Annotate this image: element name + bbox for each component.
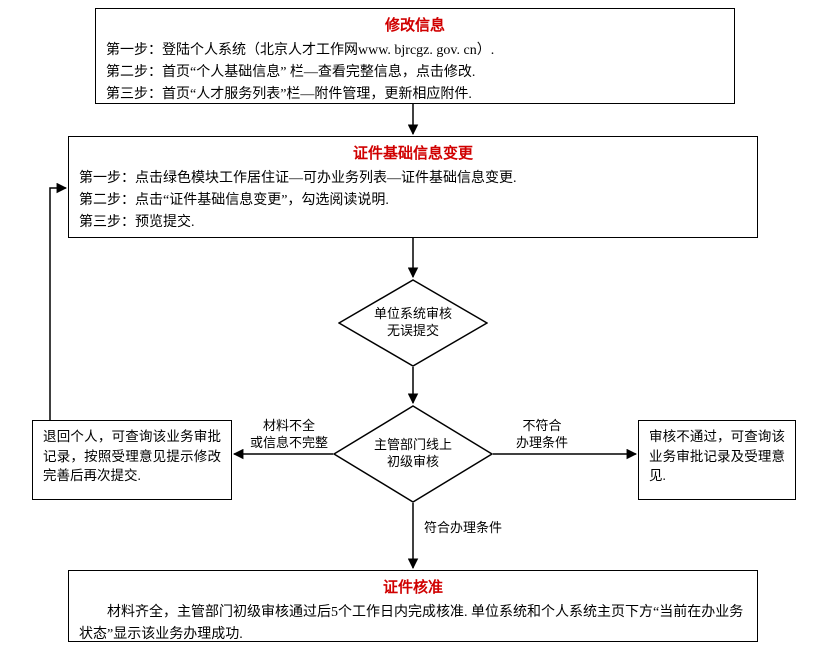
edge-label-qualified: 符合办理条件 [424,520,502,537]
edge-label-incomplete-l1: 材料不全 [250,418,328,435]
diamond-dept-review-line1: 主管部门线上 [333,437,493,454]
box-cert-approve-text: 材料齐全，主管部门初级审核通过后5个工作日内完成核准. 单位系统和个人系统主页下… [79,602,747,645]
box-modify-info-line3: 第三步：首页“人才服务列表”栏—附件管理，更新相应附件. [106,84,724,106]
edge-label-incomplete-l2: 或信息不完整 [250,435,328,452]
diamond-dept-review-line2: 初级审核 [333,454,493,471]
diamond-unit-review-line1: 单位系统审核 [338,306,488,323]
edge-label-unqualified: 不符合 办理条件 [516,418,568,452]
box-cert-change-line1: 第一步：点击绿色模块工作居住证—可办业务列表—证件基础信息变更. [79,168,747,190]
edge-label-unqualified-l2: 办理条件 [516,435,568,452]
box-reject-text: 审核不通过，可查询该业务审批记录及受理意见. [649,429,785,483]
box-modify-info-line2: 第二步：首页“个人基础信息” 栏—查看完整信息，点击修改. [106,62,724,84]
box-cert-change-line2: 第二步：点击“证件基础信息变更”，勾选阅读说明. [79,190,747,212]
box-cert-approve-title: 证件核准 [79,577,747,600]
box-return-individual-text: 退回个人，可查询该业务审批记录，按照受理意见提示修改完善后再次提交. [43,429,221,483]
box-cert-approve: 证件核准 材料齐全，主管部门初级审核通过后5个工作日内完成核准. 单位系统和个人… [68,570,758,642]
diamond-unit-review: 单位系统审核 无误提交 [338,279,488,367]
box-reject: 审核不通过，可查询该业务审批记录及受理意见. [638,420,796,500]
diamond-dept-review: 主管部门线上 初级审核 [333,405,493,503]
box-modify-info: 修改信息 第一步：登陆个人系统（北京人才工作网www. bjrcgz. gov.… [95,8,735,104]
box-cert-change-line3: 第三步：预览提交. [79,212,747,234]
edge-label-incomplete: 材料不全 或信息不完整 [250,418,328,452]
box-return-individual: 退回个人，可查询该业务审批记录，按照受理意见提示修改完善后再次提交. [32,420,232,500]
edge-label-unqualified-l1: 不符合 [516,418,568,435]
box-cert-change-title: 证件基础信息变更 [79,143,747,166]
box-cert-change: 证件基础信息变更 第一步：点击绿色模块工作居住证—可办业务列表—证件基础信息变更… [68,136,758,238]
box-modify-info-title: 修改信息 [106,15,724,38]
box-modify-info-line1: 第一步：登陆个人系统（北京人才工作网www. bjrcgz. gov. cn）. [106,40,724,62]
diamond-unit-review-line2: 无误提交 [338,323,488,340]
edge-label-qualified-text: 符合办理条件 [424,520,502,535]
